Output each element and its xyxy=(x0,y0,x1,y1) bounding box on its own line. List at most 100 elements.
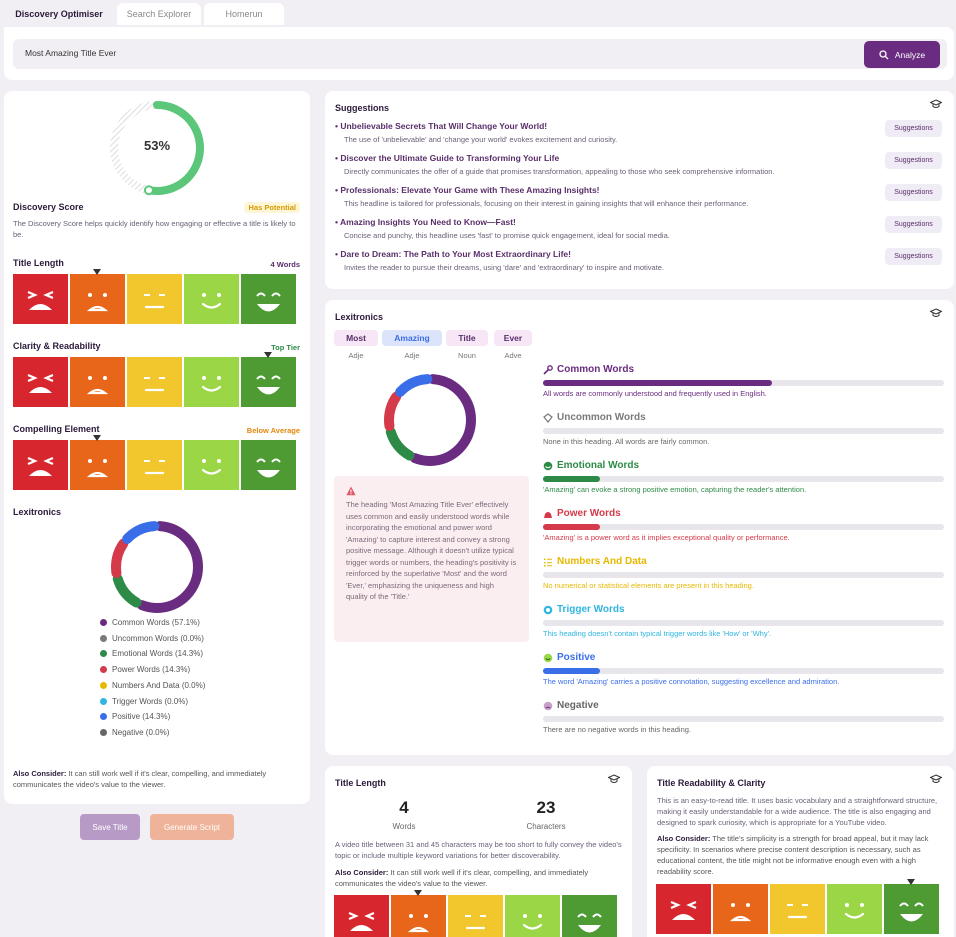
readability-desc: This is an easy-to-read title. It uses b… xyxy=(657,796,938,827)
legend-dot xyxy=(100,666,107,674)
lex-category-desc: 'Amazing' is a power word as it implies … xyxy=(543,533,790,542)
lex-category-title: Emotional Words xyxy=(543,460,639,471)
suggestion-title[interactable]: • Professionals: Elevate Your Game with … xyxy=(335,185,600,195)
key-icon xyxy=(543,364,553,375)
face-sad-icon xyxy=(70,435,125,490)
search-input[interactable]: Most Amazing Title Ever xyxy=(13,39,947,69)
face-neutral-icon xyxy=(127,357,182,407)
face-very-sad-icon xyxy=(334,895,389,937)
legend-dot xyxy=(100,728,107,736)
suggestions-button[interactable]: Suggestions xyxy=(885,152,942,169)
face-happy-icon xyxy=(827,884,882,934)
readability-also: Also Consider: The title's simplicity is… xyxy=(657,834,929,876)
face-very-happy-icon xyxy=(241,440,296,490)
scale-marker xyxy=(93,269,101,275)
lex-category-bar xyxy=(543,476,944,482)
word-pill[interactable]: Ever xyxy=(494,330,532,346)
lexitronics-card: Lexitronics Most Adje Amazing Adje Title Noun… xyxy=(325,300,954,755)
lex-category-title: Power Words xyxy=(543,508,621,519)
graduation-cap-icon[interactable] xyxy=(608,774,620,784)
face-sad-icon xyxy=(391,890,446,937)
legend-item: Uncommon Words (0.0%) xyxy=(100,634,204,643)
title-length-card-title: Title Length xyxy=(335,778,386,788)
title-length-scale xyxy=(13,269,296,324)
tab-search-explorer[interactable]: Search Explorer xyxy=(117,3,201,25)
title-length-label: Title Length xyxy=(13,258,64,268)
face-happy-icon xyxy=(184,440,239,490)
legend-item: Negative (0.0%) xyxy=(100,728,169,737)
suggestions-button[interactable]: Suggestions xyxy=(885,248,942,265)
face-very-sad-icon xyxy=(13,274,68,324)
lex-category-title: Trigger Words xyxy=(543,604,625,615)
lex-category-bar xyxy=(543,620,944,626)
compelling-label: Compelling Element xyxy=(13,424,100,434)
suggestions-button[interactable]: Suggestions xyxy=(885,216,942,233)
tab-discovery-optimiser[interactable]: Discovery Optimiser xyxy=(15,9,103,19)
word-pill[interactable]: Most xyxy=(334,330,378,346)
word-pos: Adje xyxy=(404,351,420,360)
title-length-card-scale xyxy=(334,890,617,937)
generate-script-button[interactable]: Generate Script xyxy=(150,814,234,840)
search-card: Most Amazing Title Ever Analyze xyxy=(4,27,954,80)
title-length-value: 4 Words xyxy=(270,260,300,269)
donut-slice-positive xyxy=(111,521,203,613)
suggestion-title[interactable]: • Dare to Dream: The Path to Your Most E… xyxy=(335,249,571,259)
analyze-button[interactable]: Analyze xyxy=(864,41,940,68)
readability-card: Title Readability & Clarity This is an e… xyxy=(647,766,954,937)
suggestions-button[interactable]: Suggestions xyxy=(885,184,942,201)
suggestion-desc: Invites the reader to pursue their dream… xyxy=(344,263,665,272)
face-sad-icon xyxy=(70,269,125,324)
suggestion-desc: This headline is tailored for profession… xyxy=(344,199,749,208)
legend-item: Emotional Words (14.3%) xyxy=(100,649,203,658)
legend-dot xyxy=(100,619,107,626)
suggestions-button[interactable]: Suggestions xyxy=(885,120,942,137)
has-potential-badge: Has Potential xyxy=(244,202,300,213)
word-pill[interactable]: Amazing xyxy=(382,330,442,346)
legend-item: Common Words (57.1%) xyxy=(100,618,200,627)
title-length-card: Title Length 4 Words 23 Characters A vid… xyxy=(325,766,632,937)
lex-category-desc: None in this heading. All words are fair… xyxy=(543,437,710,446)
suggestion-title[interactable]: • Unbelievable Secrets That Will Change … xyxy=(335,121,548,131)
suggestions-card: Suggestions • Unbelievable Secrets That … xyxy=(325,91,954,289)
donut-slice-power-words xyxy=(111,521,203,613)
lex-category-bar xyxy=(543,380,944,386)
clarity-label: Clarity & Readability xyxy=(13,341,101,351)
score-gauge xyxy=(110,101,204,196)
tab-homerun[interactable]: Homerun xyxy=(204,3,284,25)
word-count-label: Words xyxy=(392,822,416,831)
analyze-label: Analyze xyxy=(894,49,926,60)
negative-face-icon xyxy=(543,701,553,710)
lexitronics-title: Lexitronics xyxy=(335,312,384,322)
lex-category-bar xyxy=(543,716,944,722)
suggestion-desc: The use of 'unbelievable' and 'change yo… xyxy=(344,135,618,144)
legend-item: Power Words (14.3%) xyxy=(100,665,190,674)
warning-icon xyxy=(346,486,356,496)
gem-icon xyxy=(543,412,553,423)
word-pos: Adje xyxy=(348,351,364,360)
face-very-happy-icon xyxy=(884,879,939,934)
face-sad-icon xyxy=(70,357,125,407)
face-very-sad-icon xyxy=(656,884,711,934)
suggestion-title[interactable]: • Amazing Insights You Need to Know—Fast… xyxy=(335,217,516,227)
suggestion-desc: Concise and punchy, this headline uses '… xyxy=(344,231,670,240)
word-pill[interactable]: Title xyxy=(446,330,488,346)
scale-marker xyxy=(93,435,101,441)
face-very-sad-icon xyxy=(13,357,68,407)
readability-scale xyxy=(656,879,939,934)
score-value: 53% xyxy=(143,138,171,153)
word-pos: Adve xyxy=(504,351,522,360)
face-very-happy-icon xyxy=(241,274,296,324)
scale-marker xyxy=(264,352,272,358)
clarity-value: Top Tier xyxy=(271,343,300,352)
face-happy-icon xyxy=(184,274,239,324)
suggestion-title[interactable]: • Discover the Ultimate Guide to Transfo… xyxy=(335,153,560,163)
face-sad-icon xyxy=(713,884,768,934)
graduation-cap-icon[interactable] xyxy=(930,99,942,109)
graduation-cap-icon[interactable] xyxy=(930,308,942,318)
graduation-cap-icon[interactable] xyxy=(930,774,942,784)
lex-category-bar xyxy=(543,572,944,578)
list-numbers-icon xyxy=(544,558,552,566)
lex-category-desc: 'Amazing' can evoke a strong positive em… xyxy=(543,485,807,494)
save-title-button[interactable]: Save Title xyxy=(80,814,140,840)
face-neutral-icon xyxy=(127,274,182,324)
